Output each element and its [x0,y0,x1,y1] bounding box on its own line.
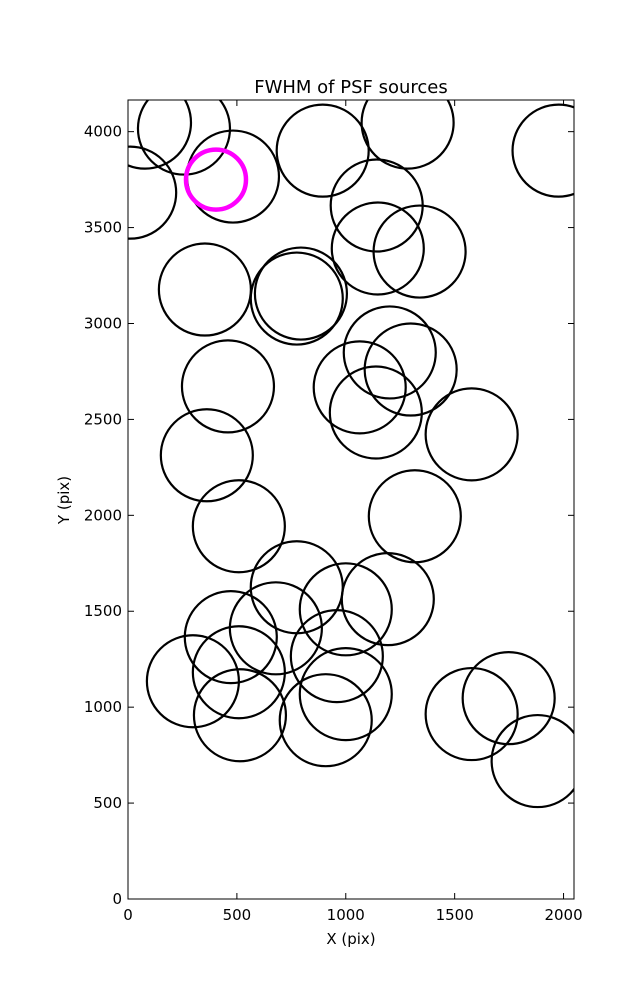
y-tick-label: 4000 [84,123,122,141]
psf-circle [328,365,423,460]
psf-circle [128,145,178,240]
psf-circle [183,147,249,212]
psf-circle [298,647,393,742]
psf-circle [340,552,435,647]
psf-circle [372,204,467,299]
y-tick-label: 2000 [84,506,122,524]
y-tick-label: 1500 [84,602,122,620]
x-tick-label: 0 [123,906,133,924]
psf-circle [424,666,519,762]
psf-circle [342,305,437,400]
psf-circle [275,103,370,198]
psf-circle [249,251,344,346]
psf-circle [312,340,407,435]
x-tick-label: 2000 [544,906,582,924]
chart-title: FWHM of PSF sources [254,77,448,98]
psf-circle [145,634,240,729]
psf-circle [183,590,278,685]
psf-circle [253,246,349,341]
x-tick-label: 1500 [436,906,474,924]
y-tick-label: 500 [93,794,122,812]
x-axis-label: X (pix) [326,930,375,948]
y-tick-label: 2500 [84,410,122,428]
psf-circle [298,562,393,657]
psf-circle [191,479,286,574]
psf-circle [180,339,276,434]
plot-frame [127,99,575,900]
psf-circle [360,100,455,170]
y-tick-label: 3000 [84,314,122,332]
y-tick-label: 0 [112,890,122,908]
psf-circle [278,673,373,768]
psf-circle [490,713,574,809]
psf-circle [159,408,254,503]
psf-circle [363,322,458,417]
y-tick-label: 1000 [84,698,122,716]
x-tick-label: 1000 [327,906,365,924]
psf-circle [228,581,323,676]
psf-circle [330,201,425,296]
y-axis-label: Y (pix) [55,476,73,525]
psf-circle [511,103,574,198]
plot-area [128,100,574,809]
x-tick-label: 500 [223,906,252,924]
psf-circle [424,387,519,482]
psf-circle [136,100,232,176]
psf-circle [289,609,384,704]
psf-circle [192,668,288,763]
psf-circle [191,625,286,720]
y-tick-label: 3500 [84,219,122,237]
psf-circle [128,100,193,170]
psf-circle [461,651,556,746]
